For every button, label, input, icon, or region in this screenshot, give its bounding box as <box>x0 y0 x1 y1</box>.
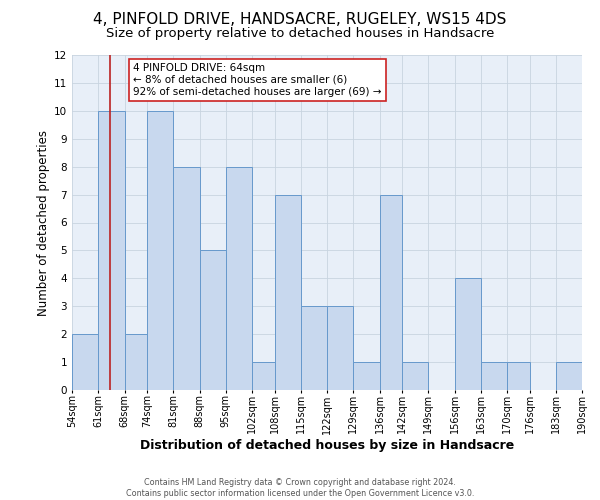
Bar <box>125 334 147 390</box>
Bar <box>353 362 380 390</box>
Bar <box>252 362 275 390</box>
Text: 4 PINFOLD DRIVE: 64sqm
← 8% of detached houses are smaller (6)
92% of semi-detac: 4 PINFOLD DRIVE: 64sqm ← 8% of detached … <box>133 64 382 96</box>
Bar <box>481 362 507 390</box>
Bar <box>507 362 530 390</box>
Bar <box>275 194 301 390</box>
Bar <box>301 306 327 390</box>
Bar <box>556 362 582 390</box>
Y-axis label: Number of detached properties: Number of detached properties <box>37 130 50 316</box>
Bar <box>199 250 226 390</box>
Bar <box>147 111 173 390</box>
Bar <box>455 278 481 390</box>
Bar <box>173 166 199 390</box>
X-axis label: Distribution of detached houses by size in Handsacre: Distribution of detached houses by size … <box>140 439 514 452</box>
Bar <box>226 166 252 390</box>
Bar <box>327 306 353 390</box>
Text: 4, PINFOLD DRIVE, HANDSACRE, RUGELEY, WS15 4DS: 4, PINFOLD DRIVE, HANDSACRE, RUGELEY, WS… <box>94 12 506 28</box>
Bar <box>402 362 428 390</box>
Bar <box>380 194 402 390</box>
Bar <box>72 334 98 390</box>
Text: Size of property relative to detached houses in Handsacre: Size of property relative to detached ho… <box>106 28 494 40</box>
Text: Contains HM Land Registry data © Crown copyright and database right 2024.
Contai: Contains HM Land Registry data © Crown c… <box>126 478 474 498</box>
Bar <box>98 111 125 390</box>
